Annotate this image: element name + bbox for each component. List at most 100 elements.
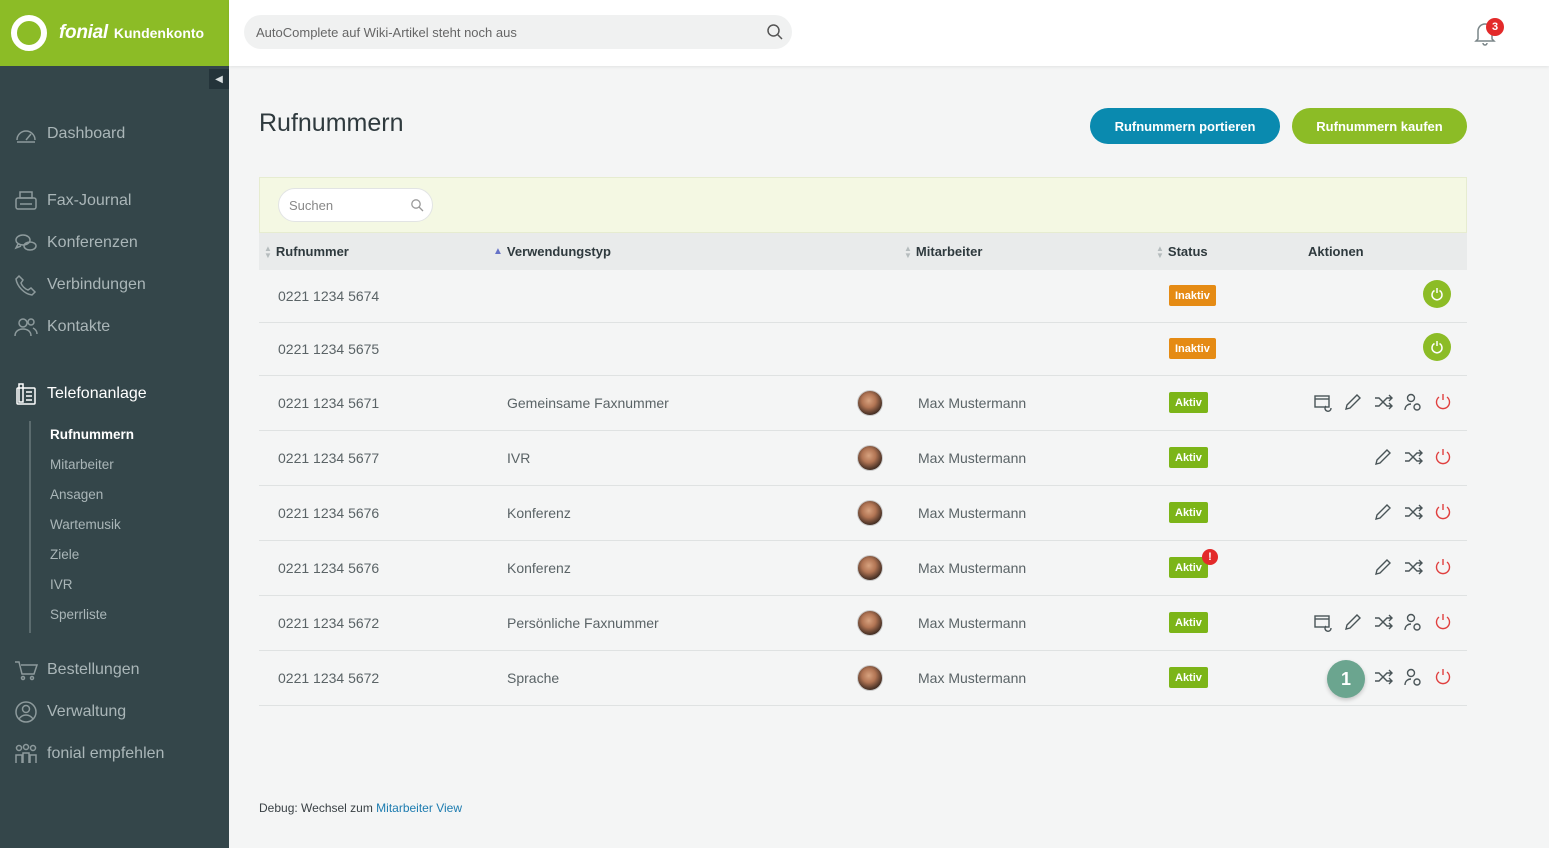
status-badge: Aktiv — [1169, 667, 1208, 688]
pbx-icon — [13, 382, 39, 406]
column-header-label: Aktionen — [1308, 244, 1364, 259]
column-header-number[interactable]: ▲ ▼ Rufnummer — [264, 244, 349, 259]
subnav-item-ansagen[interactable]: Ansagen — [50, 487, 104, 502]
number-cell: 0221 1234 5677 — [278, 450, 380, 466]
sidebar-item-verwaltung[interactable]: Verwaltung — [0, 694, 229, 730]
shuffle-routing-icon[interactable] — [1373, 667, 1393, 687]
usage-cell: Konferenz — [507, 505, 571, 521]
status-badge: Inaktiv — [1169, 285, 1216, 306]
global-search — [244, 15, 792, 49]
user-assign-icon[interactable] — [1403, 612, 1423, 632]
sort-icon: ▲ ▼ — [264, 243, 272, 260]
edit-pencil-icon[interactable] — [1373, 557, 1393, 577]
table-row: 0221 1234 5676 Konferenz Max Mustermann … — [259, 486, 1467, 541]
status-badge: Inaktiv — [1169, 338, 1216, 359]
edit-pencil-icon[interactable] — [1373, 447, 1393, 467]
buy-numbers-button[interactable]: Rufnummern kaufen — [1292, 108, 1467, 144]
usage-cell: IVR — [507, 450, 531, 466]
subnav-item-rufnummern[interactable]: Rufnummern — [50, 427, 134, 442]
column-header-usage[interactable]: ▲ Verwendungstyp — [493, 244, 611, 259]
brand-subtitle: Kundenkonto — [113, 25, 205, 41]
number-cell: 0221 1234 5676 — [278, 560, 380, 576]
number-cell: 0221 1234 5671 — [278, 395, 380, 411]
table-search — [278, 188, 433, 222]
edit-pencil-icon[interactable] — [1343, 612, 1363, 632]
shuffle-routing-icon[interactable] — [1403, 502, 1423, 522]
activate-power-button[interactable] — [1423, 280, 1451, 308]
global-search-input[interactable] — [256, 24, 736, 40]
column-header-label: Status — [1167, 244, 1208, 259]
subnav-item-wartemusik[interactable]: Wartemusik — [50, 517, 121, 532]
shuffle-routing-icon[interactable] — [1373, 392, 1393, 412]
fax-settings-icon[interactable] — [1313, 392, 1333, 412]
topbar: 3 — [229, 0, 1549, 66]
sidebar-item-label: Konferenzen — [47, 234, 138, 251]
deactivate-power-icon[interactable] — [1433, 447, 1453, 467]
port-numbers-button[interactable]: Rufnummern portieren — [1090, 108, 1280, 144]
sidebar-collapse-button[interactable]: ◀ — [209, 69, 229, 89]
debug-text: Debug: Wechsel zum — [259, 801, 377, 815]
status-badge: Aktiv — [1169, 447, 1208, 468]
sidebar-item-verbindungen[interactable]: Verbindungen — [0, 267, 229, 303]
sidebar-item-label: fonial empfehlen — [47, 745, 165, 762]
fonial-logo-icon — [11, 15, 47, 51]
subnav-item-ivr[interactable]: IVR — [50, 577, 73, 592]
user-assign-icon[interactable] — [1403, 392, 1423, 412]
deactivate-power-icon[interactable] — [1433, 392, 1453, 412]
usage-cell: Gemeinsame Faxnummer — [507, 395, 669, 411]
sidebar-item-fonial-empfehlen[interactable]: fonial empfehlen — [0, 736, 229, 772]
fax-settings-icon[interactable] — [1313, 612, 1333, 632]
sidebar-item-label: Telefonanlage — [47, 385, 147, 402]
step-marker-badge[interactable]: 1 — [1327, 660, 1365, 698]
page-title: Rufnummern — [259, 109, 404, 137]
deactivate-power-icon[interactable] — [1433, 557, 1453, 577]
column-header-status[interactable]: ▲ ▼ Status — [1156, 244, 1208, 259]
deactivate-power-icon[interactable] — [1433, 612, 1453, 632]
subnav-item-ziele[interactable]: Ziele — [50, 547, 80, 562]
sort-icon: ▲ ▼ — [1156, 243, 1164, 260]
brand-header[interactable]: fonial Kundenkonto — [0, 0, 229, 66]
sort-ascending-icon: ▲ — [493, 246, 503, 257]
column-header-label: Rufnummer — [275, 244, 349, 259]
column-header-label: Verwendungstyp — [506, 244, 611, 259]
search-icon[interactable] — [766, 23, 784, 41]
shuffle-routing-icon[interactable] — [1403, 557, 1423, 577]
table-row: 0221 1234 5672 Persönliche Faxnummer Max… — [259, 596, 1467, 651]
usage-cell: Konferenz — [507, 560, 571, 576]
sidebar-item-dashboard[interactable]: Dashboard — [0, 116, 229, 152]
status-badge: Aktiv — [1169, 502, 1208, 523]
activate-power-button[interactable] — [1423, 333, 1451, 361]
sidebar-item-fax-journal[interactable]: Fax-Journal — [0, 183, 229, 219]
sidebar-item-label: Verwaltung — [47, 703, 127, 720]
table-row: 0221 1234 5674 Inaktiv — [259, 270, 1467, 323]
deactivate-power-icon[interactable] — [1433, 667, 1453, 687]
sidebar-item-label: Kontakte — [47, 318, 111, 335]
user-assign-icon[interactable] — [1403, 667, 1423, 687]
number-cell: 0221 1234 5674 — [278, 288, 380, 304]
sidebar-item-label: Bestellungen — [47, 661, 140, 678]
table-search-input[interactable] — [289, 197, 399, 213]
shuffle-routing-icon[interactable] — [1403, 447, 1423, 467]
table-row: 0221 1234 5676 Konferenz Max Mustermann … — [259, 541, 1467, 596]
sidebar-item-kontakte[interactable]: Kontakte — [0, 309, 229, 345]
deactivate-power-icon[interactable] — [1433, 502, 1453, 522]
table-filter-bar — [259, 177, 1467, 233]
speedometer-icon — [13, 122, 39, 146]
edit-pencil-icon[interactable] — [1343, 392, 1363, 412]
debug-footer: Debug: Wechsel zum Mitarbeiter View — [259, 801, 462, 815]
subnav-item-sperrliste[interactable]: Sperrliste — [50, 607, 108, 622]
sidebar-item-konferenzen[interactable]: Konferenzen — [0, 225, 229, 261]
sidebar-item-bestellungen[interactable]: Bestellungen — [0, 652, 229, 688]
subnav-item-mitarbeiter[interactable]: Mitarbeiter — [50, 457, 114, 472]
sidebar-item-telefonanlage[interactable]: Telefonanlage — [0, 376, 229, 412]
search-icon[interactable] — [410, 198, 424, 212]
brand-name: fonial — [59, 22, 108, 43]
shuffle-routing-icon[interactable] — [1373, 612, 1393, 632]
usage-cell: Persönliche Faxnummer — [507, 615, 659, 631]
switch-view-link[interactable]: Mitarbeiter View — [376, 801, 462, 815]
edit-pencil-icon[interactable] — [1373, 502, 1393, 522]
warning-alert-icon[interactable]: ! — [1202, 549, 1218, 565]
column-header-employee[interactable]: ▲ ▼ Mitarbeiter — [904, 244, 982, 259]
contacts-icon — [13, 315, 39, 339]
sidebar-item-label: Dashboard — [47, 125, 126, 142]
